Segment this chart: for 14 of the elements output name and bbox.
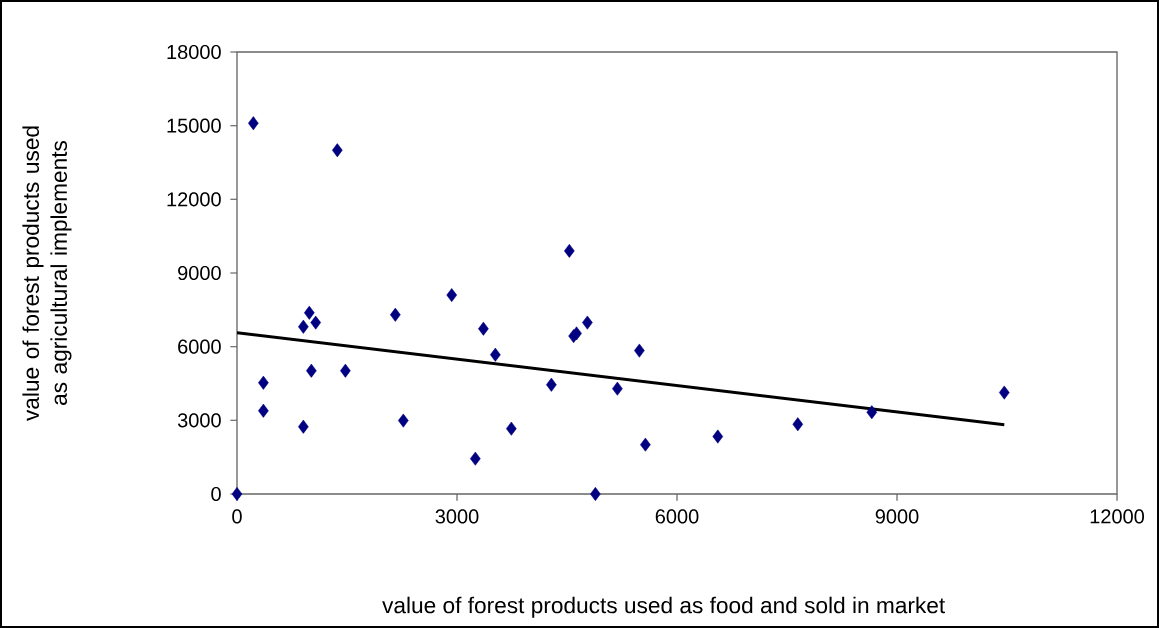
x-tick-label: 0: [232, 509, 242, 524]
y-tick-label: 0: [211, 486, 221, 502]
x-tick-label: 9000: [875, 509, 919, 524]
x-axis-title: value of forest products used as food and sold in market: [382, 596, 946, 618]
x-tick-label: 6000: [655, 509, 699, 524]
y-tick-label: 3000: [177, 413, 221, 428]
y-axis-title: value of forest products used as agricultural implements: [22, 126, 72, 421]
y-tick-label: 15000: [167, 118, 221, 133]
x-tick-label: 12000: [1090, 509, 1145, 524]
y-tick-label: 9000: [178, 265, 221, 281]
y-tick-label: 18000: [167, 44, 221, 60]
y-tick-label: 6000: [178, 339, 221, 354]
x-tick-label: 3000: [435, 509, 479, 524]
y-tick-label: 12000: [167, 192, 221, 207]
